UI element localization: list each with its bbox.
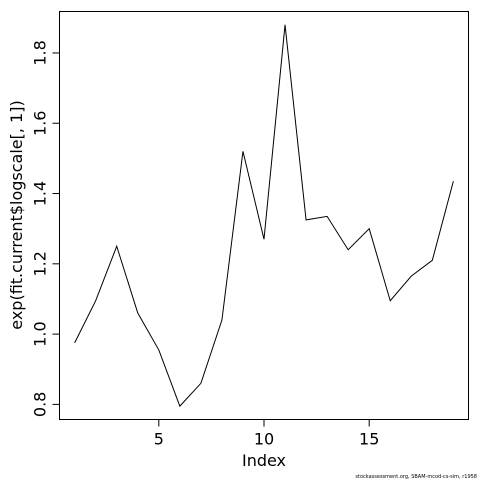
footnote: stockassessment.org, SBAM-mcod-cs-sim, r… — [355, 474, 477, 480]
y-tick-label: 0.8 — [31, 392, 50, 417]
y-tick-label: 1.0 — [31, 321, 50, 346]
y-axis-title: exp(fit.current$logscale[, 1]) — [7, 100, 26, 329]
y-tick-label: 1.2 — [31, 251, 50, 276]
x-axis: 5 10 15 — [154, 419, 379, 449]
y-tick-label: 1.8 — [31, 40, 50, 65]
y-axis: 0.8 1.0 1.2 1.4 1.6 1.8 — [31, 40, 60, 417]
x-tick-label: 15 — [359, 430, 379, 449]
series-line — [74, 24, 454, 408]
x-tick-label: 10 — [254, 430, 274, 449]
y-tick-label: 1.4 — [31, 181, 50, 206]
x-axis-title: Index — [242, 451, 286, 470]
y-tick-label: 1.6 — [31, 111, 50, 136]
plot-frame — [59, 11, 469, 420]
x-tick-label: 5 — [154, 430, 164, 449]
